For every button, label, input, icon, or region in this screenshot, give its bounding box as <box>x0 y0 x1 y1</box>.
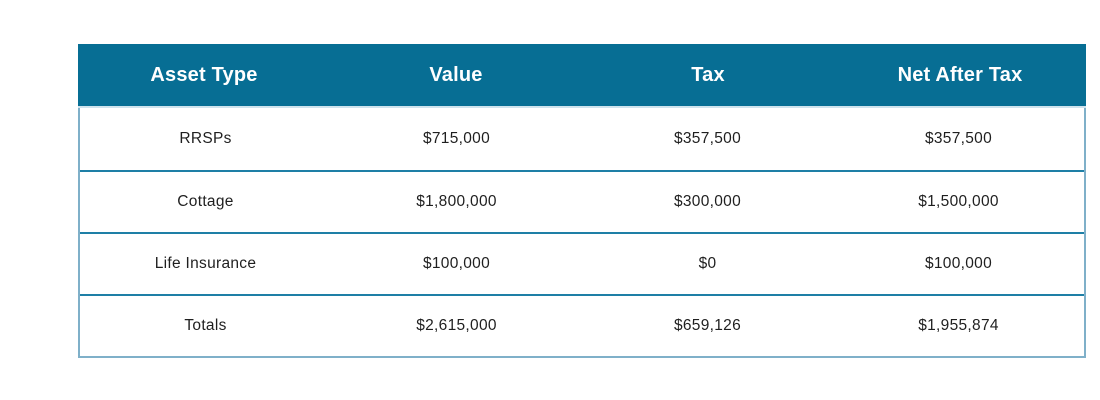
cell-value: $715,000 <box>422 130 491 147</box>
cell-asset-type: Cottage <box>177 193 234 210</box>
cell-value: $1,800,000 <box>416 193 497 210</box>
cell-net-after-tax: $100,000 <box>924 255 993 272</box>
cell-tax: $357,500 <box>673 130 742 147</box>
table-row-life-insurance: Life Insurance $100,000 $0 $100,000 <box>80 232 1084 294</box>
header-cell-net-after-tax: Net After Tax <box>897 63 1023 86</box>
header-cell-tax: Tax <box>691 63 725 86</box>
cell-asset-type: Totals <box>184 317 227 334</box>
cell-tax: $0 <box>698 255 717 272</box>
cell-asset-type: Life Insurance <box>154 255 257 272</box>
cell-net-after-tax: $357,500 <box>924 130 993 147</box>
cell-value: $100,000 <box>422 255 491 272</box>
header-cell-asset-type: Asset Type <box>150 63 258 86</box>
cell-net-after-tax: $1,500,000 <box>918 193 999 210</box>
cell-asset-type: RRSPs <box>179 130 232 147</box>
header-cell-value: Value <box>429 63 483 86</box>
cell-net-after-tax: $1,955,874 <box>918 317 999 334</box>
asset-summary-table: Asset Type Value Tax Net After Tax RRSPs… <box>78 44 1086 358</box>
cell-value: $2,615,000 <box>416 317 497 334</box>
cell-tax: $659,126 <box>673 317 742 334</box>
table-row-totals: Totals $2,615,000 $659,126 $1,955,874 <box>80 294 1084 356</box>
cell-tax: $300,000 <box>673 193 742 210</box>
table-header-row: Asset Type Value Tax Net After Tax <box>78 44 1086 108</box>
table-row-cottage: Cottage $1,800,000 $300,000 $1,500,000 <box>80 170 1084 232</box>
table-row-rrsps: RRSPs $715,000 $357,500 $357,500 <box>80 108 1084 170</box>
